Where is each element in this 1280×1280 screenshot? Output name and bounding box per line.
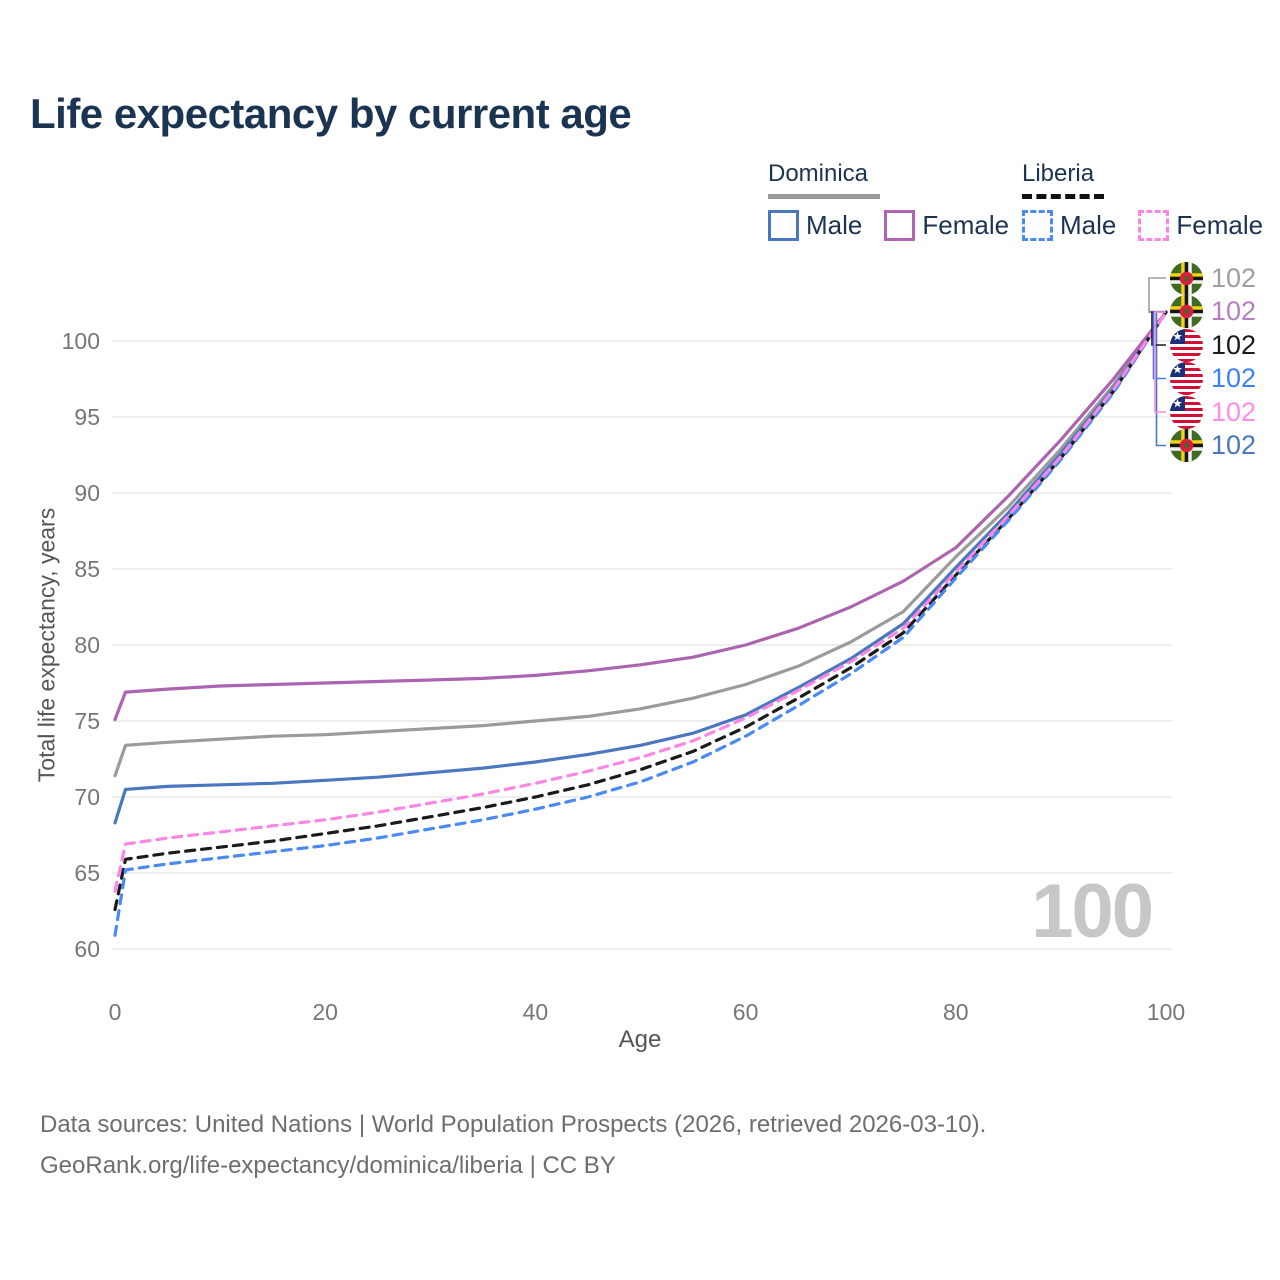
dominica-line-style-swatch (768, 194, 880, 199)
legend-label: Male (806, 210, 863, 240)
end-label-value: 102 (1211, 363, 1257, 393)
dominica-flag-icon (1170, 295, 1203, 328)
liberia-male-swatch (1022, 210, 1053, 241)
current-age-watermark: 100 (1031, 869, 1154, 954)
y-axis-title: Total life expectancy, years (33, 507, 60, 783)
y-tick-95: 95 (74, 404, 100, 430)
footer: Data sources: United Nations | World Pop… (40, 1104, 986, 1186)
end-label-liberia-male[interactable]: 102 (1170, 362, 1256, 396)
x-tick-100: 100 (1147, 999, 1185, 1025)
y-tick-70: 70 (74, 784, 100, 810)
liberia-flag-icon (1170, 328, 1203, 362)
series-line-dominica-total (113, 310, 1168, 778)
liberia-flag-icon (1170, 362, 1203, 395)
leader-line-dominica-total (1148, 277, 1166, 313)
legend-country-dominica[interactable]: Dominica (768, 160, 869, 187)
chart-title: Life expectancy by current age (30, 90, 632, 137)
legend-group-liberia: Liberia Male Female (1022, 160, 1263, 241)
series-line-dominica-male (113, 310, 1168, 825)
end-label-value: 102 (1211, 396, 1257, 427)
end-label-liberia-female[interactable]: 102 (1170, 395, 1256, 429)
legend-label: Male (1060, 210, 1117, 240)
dominica-female-swatch (884, 210, 916, 241)
end-label-value: 102 (1211, 262, 1257, 293)
y-tick-60: 60 (74, 936, 100, 962)
x-tick-40: 40 (523, 999, 549, 1025)
y-tick-65: 65 (74, 860, 100, 886)
end-label-liberia-total[interactable]: 102 (1170, 328, 1256, 362)
legend-item-dominica-female[interactable]: Female (884, 210, 1009, 241)
y-tick-90: 90 (74, 480, 100, 506)
series-line-liberia-total (113, 310, 1168, 912)
attribution-line[interactable]: GeoRank.org/life-expectancy/dominica/lib… (40, 1152, 616, 1179)
legend-item-dominica-male[interactable]: Male (768, 210, 862, 241)
y-tick-100: 100 (62, 328, 100, 354)
x-tick-0: 0 (109, 999, 122, 1025)
dominica-flag-icon (1170, 261, 1203, 295)
liberia-flag-icon (1170, 395, 1203, 429)
x-tick-20: 20 (312, 999, 338, 1025)
liberia-line-style-swatch (1022, 194, 1104, 199)
legend-group-dominica: Dominica Male Female (768, 160, 1009, 241)
y-tick-75: 75 (74, 708, 100, 734)
end-label-value: 102 (1211, 296, 1257, 326)
series-line-liberia-female (113, 310, 1168, 893)
x-axis-title: Age (618, 1026, 662, 1053)
legend-item-liberia-male[interactable]: Male (1022, 210, 1116, 241)
y-tick-85: 85 (74, 556, 100, 582)
x-tick-60: 60 (733, 999, 759, 1025)
end-label-dominica-male[interactable]: 102 (1170, 429, 1256, 463)
series-line-dominica-female (113, 310, 1168, 722)
end-label-dominica-female[interactable]: 102 (1170, 295, 1256, 329)
dominica-male-swatch (768, 210, 799, 241)
legend-country-liberia[interactable]: Liberia (1022, 160, 1095, 187)
liberia-female-swatch (1138, 210, 1170, 241)
legend-label: Female (1176, 210, 1264, 240)
series-line-liberia-male (113, 310, 1168, 937)
legend-item-liberia-female[interactable]: Female (1138, 210, 1263, 241)
dominica-flag-icon (1170, 429, 1203, 462)
legend-label: Female (922, 210, 1010, 240)
end-label-value: 102 (1211, 329, 1257, 360)
x-tick-80: 80 (943, 999, 969, 1025)
leader-line-liberia-female (1154, 311, 1166, 413)
y-tick-80: 80 (74, 632, 100, 658)
end-label-dominica-total[interactable]: 102 (1170, 261, 1256, 295)
end-label-value: 102 (1211, 430, 1257, 460)
data-sources-line: Data sources: United Nations | World Pop… (40, 1111, 987, 1138)
